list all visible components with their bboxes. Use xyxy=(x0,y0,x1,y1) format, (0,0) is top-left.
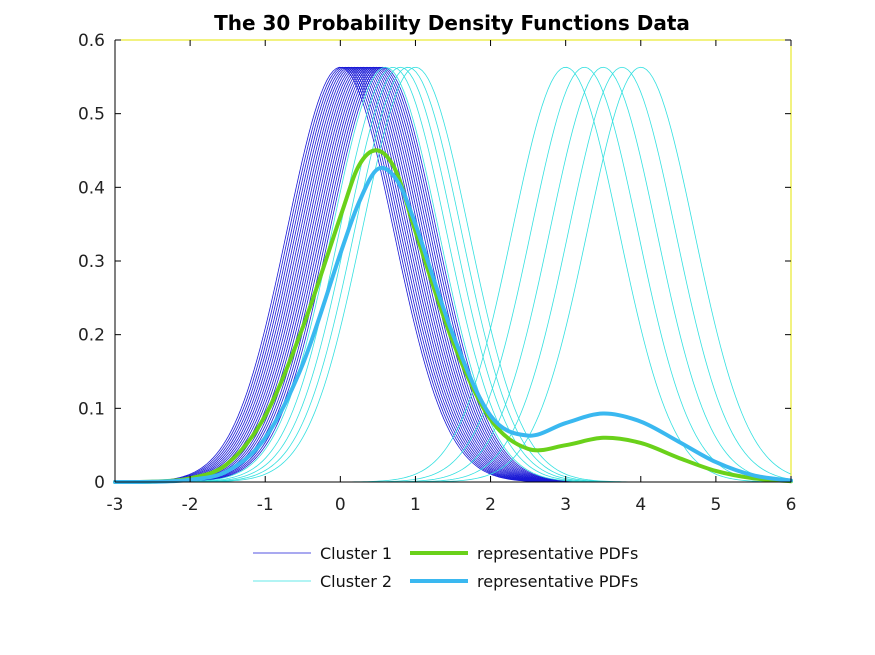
x-tick-label: 5 xyxy=(710,495,721,515)
x-tick-label: 0 xyxy=(335,495,346,515)
legend: Cluster 1 representative PDFs Cluster 2 rep… xyxy=(253,544,638,591)
axes: -3 -2 -1 0 1 2 3 4 5 6 0 0.1 0.2 0.3 0.4 0.5 0.6 xyxy=(78,31,796,515)
y-tick-label: 0.2 xyxy=(78,326,105,346)
x-tick-label: 6 xyxy=(786,495,797,515)
series-1-curve-5 xyxy=(115,66,791,483)
x-tick-label: -3 xyxy=(107,495,124,515)
legend-item: Cluster 1 xyxy=(253,544,392,563)
legend-label: representative PDFs xyxy=(477,544,638,563)
legend-item: representative PDFs xyxy=(410,544,638,563)
x-tick-label: 2 xyxy=(485,495,496,515)
x-tick-label: -1 xyxy=(257,495,274,515)
x-tick-label: 3 xyxy=(560,495,571,515)
legend-item: representative PDFs xyxy=(410,572,638,591)
y-tick-label: 0.1 xyxy=(78,399,105,419)
y-tick-label: 0.3 xyxy=(78,252,105,272)
legend-item: Cluster 2 xyxy=(253,572,392,591)
x-tick-label: 1 xyxy=(410,495,421,515)
representative-curve-1 xyxy=(113,148,793,485)
x-tick-label: -2 xyxy=(182,495,199,515)
series-1 xyxy=(114,66,791,483)
y-tick-label: 0.6 xyxy=(78,31,105,51)
legend-label: Cluster 1 xyxy=(320,544,392,563)
y-tick-label: 0.5 xyxy=(78,105,105,125)
x-tick-label: 4 xyxy=(635,495,646,515)
legend-label: representative PDFs xyxy=(477,572,638,591)
y-tick-label: 0 xyxy=(94,473,105,493)
legend-label: Cluster 2 xyxy=(320,572,392,591)
y-tick-label: 0.4 xyxy=(78,178,105,198)
plot-area xyxy=(113,66,793,485)
chart-title: The 30 Probability Density Functions Dat… xyxy=(214,11,690,35)
representative-curve-2 xyxy=(113,165,793,485)
